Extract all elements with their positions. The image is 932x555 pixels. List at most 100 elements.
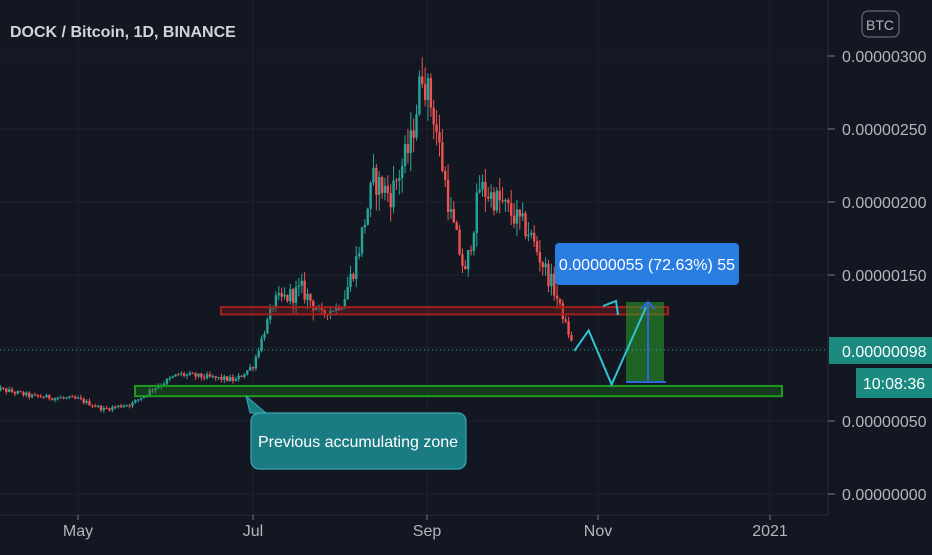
candle-body xyxy=(96,405,100,407)
candle-body xyxy=(334,306,338,311)
candle-body xyxy=(56,397,60,399)
candle-body xyxy=(527,234,530,237)
candle-body xyxy=(452,209,456,223)
candle-body xyxy=(280,293,283,297)
candle-body xyxy=(7,389,11,392)
candle-body xyxy=(5,388,8,392)
currency-badge[interactable]: BTC xyxy=(861,10,900,38)
candle-body xyxy=(105,407,108,409)
x-tick-label: 2021 xyxy=(752,523,788,540)
candle-body xyxy=(380,177,384,193)
candle-body xyxy=(162,383,166,386)
candle-body xyxy=(409,130,412,154)
candle-body xyxy=(277,293,281,296)
y-tick-label: 0.00000050 xyxy=(842,414,927,431)
candle-body xyxy=(231,377,235,381)
candle-body xyxy=(28,392,31,397)
candle-body xyxy=(217,376,220,378)
candle-body xyxy=(555,295,559,299)
candle-body xyxy=(504,199,507,202)
candle-body xyxy=(532,232,536,242)
candle-body xyxy=(88,400,91,406)
candle-body xyxy=(174,374,177,377)
candle-body xyxy=(22,392,25,396)
candle-body xyxy=(412,130,415,138)
candle-body xyxy=(228,377,232,381)
projection-path[interactable] xyxy=(573,306,647,388)
candle-body xyxy=(472,232,476,251)
candle-body xyxy=(50,398,54,400)
callout-text: Previous accumulating zone xyxy=(258,434,458,451)
candle-body xyxy=(461,254,464,267)
candle-body xyxy=(366,208,369,225)
candle-body xyxy=(131,402,134,406)
candle-body xyxy=(111,406,114,411)
candle-body xyxy=(475,192,478,233)
candle-body xyxy=(94,405,97,407)
candle-body xyxy=(134,400,137,403)
candle-body xyxy=(553,273,556,296)
candle-body xyxy=(260,338,263,351)
candle-body xyxy=(309,293,312,301)
candle-body xyxy=(441,142,444,171)
candle-body xyxy=(240,375,243,377)
candle-body xyxy=(320,306,324,311)
measure-label: 0.00000055 (72.63%) 55 xyxy=(559,257,735,274)
candle-body xyxy=(191,372,194,374)
callout[interactable]: Previous accumulating zone xyxy=(245,394,467,470)
candle-body xyxy=(274,295,278,307)
resistance-zone[interactable] xyxy=(220,306,669,316)
candle-body xyxy=(303,280,306,300)
candle-body xyxy=(481,181,484,190)
candle-body xyxy=(458,229,461,255)
candle-body xyxy=(524,213,527,237)
candle-body xyxy=(484,181,487,197)
y-tick-label: 0.00000250 xyxy=(842,122,927,139)
candle-body xyxy=(197,373,200,377)
candle-body xyxy=(2,387,5,389)
candle-body xyxy=(99,405,103,411)
candle-body xyxy=(429,78,433,108)
candle-body xyxy=(48,394,51,399)
candle-body xyxy=(33,394,37,396)
candle-body xyxy=(466,250,470,270)
candle-body xyxy=(355,256,358,280)
candle-body xyxy=(343,299,347,309)
candle-body xyxy=(243,374,246,377)
candle-body xyxy=(125,405,128,407)
candle-body xyxy=(521,213,524,217)
candle-body xyxy=(177,374,180,376)
candle-body xyxy=(464,266,467,270)
candle-body xyxy=(300,280,303,286)
candle-body xyxy=(378,177,381,195)
candle-body xyxy=(39,396,42,398)
candle-body xyxy=(13,391,17,394)
x-tick-label: May xyxy=(63,523,93,540)
candle-body xyxy=(85,400,88,403)
candle-body xyxy=(455,222,458,230)
candle-body xyxy=(139,397,143,400)
candle-body xyxy=(372,167,375,183)
candle-body xyxy=(182,373,186,376)
current-price-label: 0.00000098 xyxy=(842,344,927,361)
candle-body xyxy=(340,308,344,310)
candle-body xyxy=(76,397,80,399)
candle-body xyxy=(128,405,131,407)
candle-body xyxy=(423,84,427,100)
candle-body xyxy=(82,398,85,403)
y-tick-label: 0.00000000 xyxy=(842,487,927,504)
measure-box[interactable] xyxy=(626,302,664,382)
candle-body xyxy=(564,319,567,322)
candle-body xyxy=(547,263,550,287)
candle-body xyxy=(346,286,349,300)
candle-body xyxy=(71,396,74,398)
candle-body xyxy=(151,389,154,391)
candle-body xyxy=(289,289,292,302)
candle-body xyxy=(386,185,390,193)
support-zone[interactable] xyxy=(134,384,783,398)
candle-body xyxy=(194,373,197,377)
candle-body xyxy=(550,273,553,287)
candle-body xyxy=(329,310,332,316)
